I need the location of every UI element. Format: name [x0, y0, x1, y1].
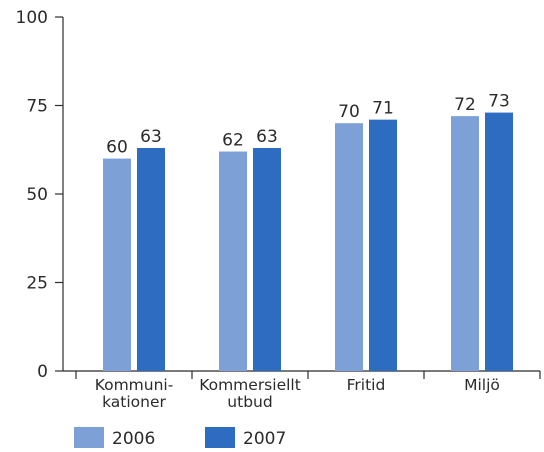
- y-tick-label: 100: [16, 8, 48, 28]
- bar-2006-2: [335, 123, 363, 371]
- x-axis: Kommuni-kationer Kommersiellt utbud Fritid M…: [63, 370, 541, 411]
- legend-swatch: [74, 427, 104, 448]
- data-label: 72: [454, 95, 476, 115]
- data-labels-group: 60 62 70 72 63 63 71 73: [106, 92, 510, 158]
- bar-2006-1: [219, 151, 247, 371]
- x-tick-label-line: Kommuni-: [95, 376, 174, 394]
- bars-group: [103, 112, 513, 372]
- x-tick-label-line: utbud: [227, 393, 272, 411]
- bar-2006-3: [451, 116, 479, 372]
- legend-label: 2006: [112, 429, 155, 449]
- data-label: 73: [488, 92, 510, 112]
- x-tick-label: Miljö: [464, 376, 500, 394]
- bar-2007-2: [369, 119, 397, 371]
- y-tick-label: 25: [26, 274, 48, 294]
- data-label: 62: [222, 131, 244, 151]
- bar-2007-3: [485, 112, 513, 371]
- bar-2007-1: [253, 147, 281, 371]
- x-tick-label-line: Fritid: [347, 376, 386, 394]
- x-tick-label: Kommersiellt utbud: [199, 376, 301, 411]
- x-tick-label-line: Miljö: [464, 376, 500, 394]
- x-tick-label-line: kationer: [102, 393, 166, 411]
- x-tick-label: Fritid: [347, 376, 386, 394]
- legend-swatch: [205, 427, 235, 448]
- x-tick-label-line: Kommersiellt: [199, 376, 301, 394]
- x-tick-label: Kommuni-kationer: [95, 376, 174, 411]
- y-tick-label: 0: [37, 362, 48, 382]
- y-tick-label: 50: [26, 185, 48, 205]
- legend: 2006 2007: [74, 427, 286, 449]
- bar-2006-0: [103, 158, 131, 371]
- data-label: 60: [106, 138, 128, 158]
- bar-2007-0: [137, 147, 165, 371]
- legend-label: 2007: [243, 429, 286, 449]
- y-tick-label: 75: [26, 97, 48, 117]
- data-label: 70: [338, 102, 360, 122]
- data-label: 63: [256, 127, 278, 147]
- y-axis: 0 25 50 75 100: [16, 8, 64, 382]
- data-label: 71: [372, 99, 394, 119]
- data-label: 63: [140, 127, 162, 147]
